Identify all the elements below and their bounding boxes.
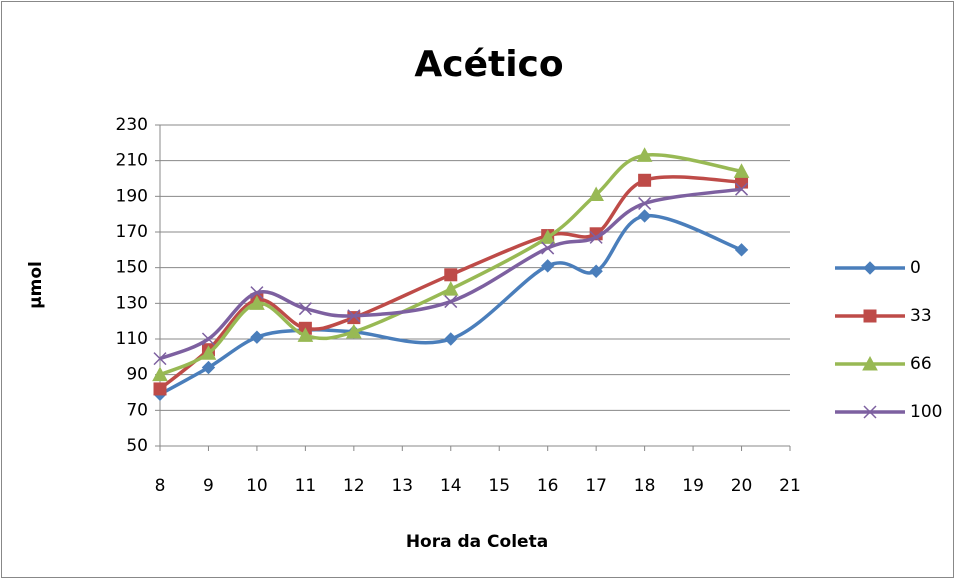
data-point — [444, 268, 458, 282]
y-tick-label: 190 — [116, 186, 148, 206]
data-point — [444, 295, 458, 309]
y-axis-label: µmol — [26, 261, 46, 309]
x-tick-label: 18 — [634, 476, 656, 496]
data-point — [733, 163, 750, 178]
x-tick-label: 13 — [391, 476, 413, 496]
data-point — [541, 241, 555, 255]
series-line — [158, 175, 742, 391]
y-tick-label: 70 — [126, 400, 148, 420]
data-point — [201, 360, 216, 375]
y-tick-label: 150 — [116, 258, 148, 278]
data-point — [638, 196, 652, 210]
chart-title: Acético — [414, 44, 563, 85]
data-point — [540, 259, 555, 273]
x-tick-label: 17 — [585, 476, 607, 496]
legend-label: 0 — [910, 258, 921, 278]
x-tick-label: 21 — [779, 476, 801, 496]
data-point — [347, 309, 361, 323]
data-point — [298, 302, 312, 316]
data-point — [636, 147, 653, 162]
x-tick-label: 19 — [682, 476, 704, 496]
legend-marker — [863, 309, 877, 323]
series-line — [159, 187, 742, 361]
x-tick-label: 15 — [488, 476, 510, 496]
series-line — [159, 153, 742, 377]
x-tick-label: 10 — [246, 476, 268, 496]
x-tick-label: 14 — [440, 476, 462, 496]
x-tick-label: 12 — [343, 476, 365, 496]
legend-marker — [862, 355, 878, 371]
y-tick-label: 170 — [116, 222, 148, 242]
data-point — [250, 330, 264, 344]
x-tick-label: 11 — [295, 476, 317, 496]
y-tick-label: 130 — [116, 293, 148, 313]
x-axis-label: Hora da Coleta — [406, 532, 548, 552]
data-point — [444, 332, 458, 346]
legend-label: 66 — [910, 354, 932, 374]
x-tick-label: 9 — [203, 476, 214, 496]
y-tick-label: 90 — [126, 365, 148, 385]
data-point — [153, 352, 167, 366]
legend-marker — [863, 261, 877, 275]
data-point — [442, 281, 459, 296]
y-tick-label: 110 — [116, 329, 148, 349]
legend-marker — [863, 405, 877, 419]
legend-label: 33 — [910, 306, 932, 326]
data-point — [346, 323, 362, 339]
data-point — [249, 295, 265, 310]
data-point — [297, 327, 314, 342]
data-point — [201, 332, 215, 346]
x-tick-label: 8 — [155, 476, 166, 496]
y-tick-label: 230 — [116, 115, 148, 135]
data-point — [152, 366, 168, 382]
y-tick-label: 210 — [116, 151, 148, 171]
data-point — [734, 243, 749, 257]
legend-label: 100 — [910, 402, 942, 422]
data-point — [588, 186, 604, 202]
data-point — [589, 264, 603, 278]
data-point — [250, 286, 264, 300]
data-point — [539, 229, 556, 244]
data-point — [589, 230, 603, 244]
data-point — [735, 182, 749, 196]
x-tick-label: 16 — [537, 476, 559, 496]
x-tick-label: 20 — [731, 476, 753, 496]
data-point — [637, 209, 652, 223]
data-point — [638, 173, 652, 187]
data-point — [200, 345, 217, 360]
y-tick-label: 50 — [126, 436, 148, 456]
data-point — [153, 382, 167, 396]
